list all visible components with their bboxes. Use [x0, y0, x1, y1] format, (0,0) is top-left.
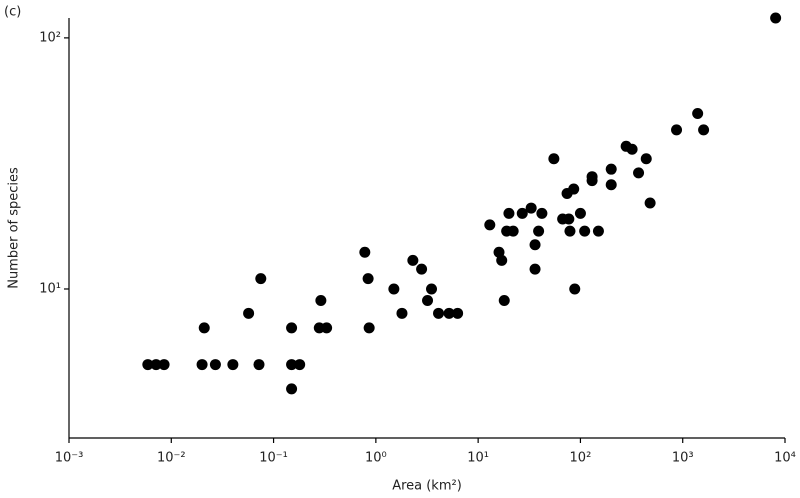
- point: [536, 207, 548, 219]
- point: [416, 263, 428, 275]
- point: [315, 294, 327, 306]
- point: [286, 322, 298, 334]
- point: [422, 294, 434, 306]
- x-tick-label: 10⁰: [365, 451, 387, 466]
- point: [433, 307, 445, 319]
- point: [407, 254, 419, 266]
- y-tick-label: 10¹: [39, 281, 61, 296]
- point: [452, 307, 464, 319]
- point: [640, 153, 652, 165]
- point: [196, 359, 208, 371]
- point: [626, 143, 638, 155]
- point: [363, 322, 375, 334]
- x-tick-label: 10⁻³: [55, 451, 84, 466]
- point: [198, 322, 210, 334]
- point: [770, 12, 782, 24]
- point: [503, 207, 515, 219]
- point: [568, 183, 580, 195]
- point: [321, 322, 333, 334]
- x-tick-label: 10¹: [467, 451, 489, 466]
- point: [243, 307, 255, 319]
- point: [692, 107, 704, 119]
- x-tick-label: 10²: [570, 451, 592, 466]
- x-axis-label: Area (km²): [392, 479, 462, 494]
- point: [150, 359, 162, 371]
- point: [605, 163, 617, 175]
- point: [698, 124, 710, 136]
- point: [294, 359, 306, 371]
- point: [644, 197, 656, 209]
- x-tick-label: 10⁻¹: [259, 451, 288, 466]
- point: [548, 153, 560, 165]
- point: [158, 359, 170, 371]
- point: [586, 175, 598, 187]
- point: [592, 225, 604, 237]
- point: [359, 246, 371, 258]
- point: [563, 213, 575, 225]
- point: [142, 359, 154, 371]
- point: [286, 359, 298, 371]
- point: [443, 307, 455, 319]
- point: [605, 179, 617, 191]
- point: [633, 167, 645, 179]
- point: [227, 359, 239, 371]
- point: [286, 383, 298, 395]
- point: [388, 283, 400, 295]
- point: [564, 225, 576, 237]
- point: [671, 124, 683, 136]
- point: [362, 273, 374, 285]
- point: [209, 359, 221, 371]
- point: [498, 294, 510, 306]
- point: [426, 283, 438, 295]
- y-tick-label: 10²: [39, 30, 61, 45]
- point: [533, 225, 545, 237]
- point: [574, 207, 586, 219]
- point: [529, 263, 541, 275]
- y-axis-label: Number of species: [7, 167, 22, 289]
- x-tick-label: 10⁴: [774, 451, 796, 466]
- panel-label: (c): [4, 5, 21, 20]
- point: [507, 225, 519, 237]
- point: [396, 307, 408, 319]
- point: [529, 239, 541, 251]
- point: [484, 219, 496, 231]
- point: [255, 273, 267, 285]
- point: [525, 202, 537, 214]
- point: [253, 359, 265, 371]
- point: [569, 283, 581, 295]
- point: [579, 225, 591, 237]
- point: [496, 254, 508, 266]
- x-tick-label: 10⁻²: [157, 451, 186, 466]
- point: [516, 207, 528, 219]
- x-tick-label: 10³: [672, 451, 694, 466]
